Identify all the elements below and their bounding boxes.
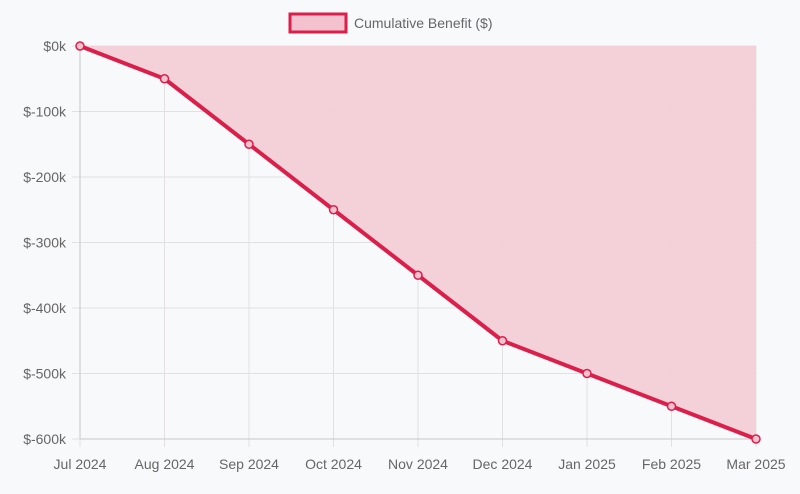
data-point[interactable] — [159, 74, 170, 84]
y-tick-label: $-600k — [23, 431, 67, 447]
x-tick-label: Dec 2024 — [473, 456, 533, 472]
data-point[interactable] — [328, 205, 339, 215]
x-tick-label: Mar 2025 — [726, 456, 785, 472]
x-tick-label: Jul 2024 — [54, 456, 107, 472]
data-point[interactable] — [497, 336, 508, 346]
y-tick-label: $-300k — [23, 235, 67, 251]
y-tick-label: $0k — [43, 38, 67, 54]
y-tick-label: $-200k — [23, 169, 67, 185]
data-points — [75, 41, 761, 444]
x-tick-label: Sep 2024 — [219, 456, 279, 472]
data-point[interactable] — [244, 139, 254, 149]
x-tick-label: Feb 2025 — [642, 456, 701, 472]
y-tick-label: $-400k — [23, 300, 67, 316]
x-tick-label: Jan 2025 — [558, 456, 616, 472]
data-point[interactable] — [666, 401, 677, 411]
x-tick-label: Oct 2024 — [305, 456, 362, 472]
legend-swatch[interactable] — [288, 12, 348, 34]
y-tick-label: $-500k — [23, 366, 67, 382]
legend-label[interactable]: Cumulative Benefit ($) — [354, 15, 493, 31]
data-point[interactable] — [582, 368, 592, 379]
data-point[interactable] — [751, 434, 761, 444]
x-axis-ticks: Jul 2024 Aug 2024 Sep 2024 Oct 2024 Nov 2024… — [54, 456, 786, 472]
x-tick-label: Aug 2024 — [135, 456, 195, 472]
legend[interactable]: Cumulative Benefit ($) — [288, 12, 493, 34]
y-tick-label: $-100k — [23, 104, 67, 120]
data-point[interactable] — [413, 270, 423, 280]
data-point[interactable] — [75, 41, 85, 51]
x-tick-label: Nov 2024 — [388, 456, 448, 472]
y-axis-ticks: $0k $-100k $-200k $-300k $-400k $-500k $-600k — [23, 38, 67, 447]
